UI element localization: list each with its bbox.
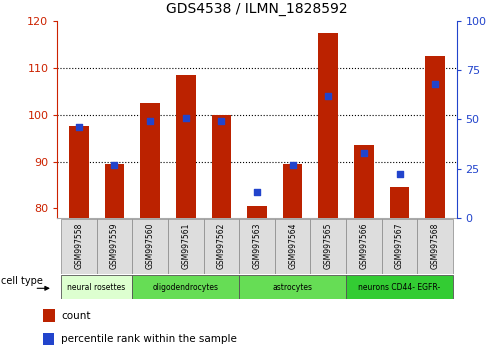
Bar [310,219,346,274]
Point [253,189,261,195]
Text: GSM997563: GSM997563 [252,222,261,269]
Bar [346,219,382,274]
Bar [43,333,54,345]
Point [396,172,404,177]
Text: GSM997561: GSM997561 [181,222,190,269]
Text: GSM997565: GSM997565 [324,222,333,269]
Text: count: count [61,311,90,321]
Bar [390,187,409,218]
Bar [417,219,453,274]
Bar [61,219,97,274]
Bar [204,219,239,274]
Text: cell type: cell type [1,276,43,286]
Text: GSM997566: GSM997566 [359,222,368,269]
Bar [425,56,445,218]
Bar [105,164,124,218]
Bar [346,275,453,299]
Bar [318,33,338,218]
Text: GSM997568: GSM997568 [431,222,440,269]
Title: GDS4538 / ILMN_1828592: GDS4538 / ILMN_1828592 [166,2,348,16]
Text: GSM997559: GSM997559 [110,222,119,269]
Text: neural rosettes: neural rosettes [67,282,126,292]
Bar [69,126,89,218]
Point [75,125,83,130]
Text: neurons CD44- EGFR-: neurons CD44- EGFR- [358,282,441,292]
Text: GSM997562: GSM997562 [217,222,226,269]
Bar [239,275,346,299]
Text: astrocytes: astrocytes [272,282,313,292]
Bar [354,145,374,218]
Bar [239,219,275,274]
Bar [168,219,204,274]
Point [146,119,154,124]
Point [288,162,296,167]
Text: percentile rank within the sample: percentile rank within the sample [61,334,237,344]
Bar [283,164,302,218]
Bar [140,103,160,218]
Text: GSM997560: GSM997560 [146,222,155,269]
Point [182,115,190,120]
Point [431,81,439,87]
Bar [382,219,417,274]
Text: GSM997564: GSM997564 [288,222,297,269]
Bar [212,115,231,218]
Point [324,93,332,99]
Bar [132,275,239,299]
Text: GSM997558: GSM997558 [74,222,83,269]
Bar [275,219,310,274]
Point [218,119,226,124]
Bar [132,219,168,274]
Bar [43,309,55,322]
Bar [97,219,132,274]
Point [360,150,368,156]
Bar [247,206,267,218]
Bar [61,275,132,299]
Bar [176,75,196,218]
Point [110,162,118,167]
Text: oligodendrocytes: oligodendrocytes [153,282,219,292]
Text: GSM997567: GSM997567 [395,222,404,269]
